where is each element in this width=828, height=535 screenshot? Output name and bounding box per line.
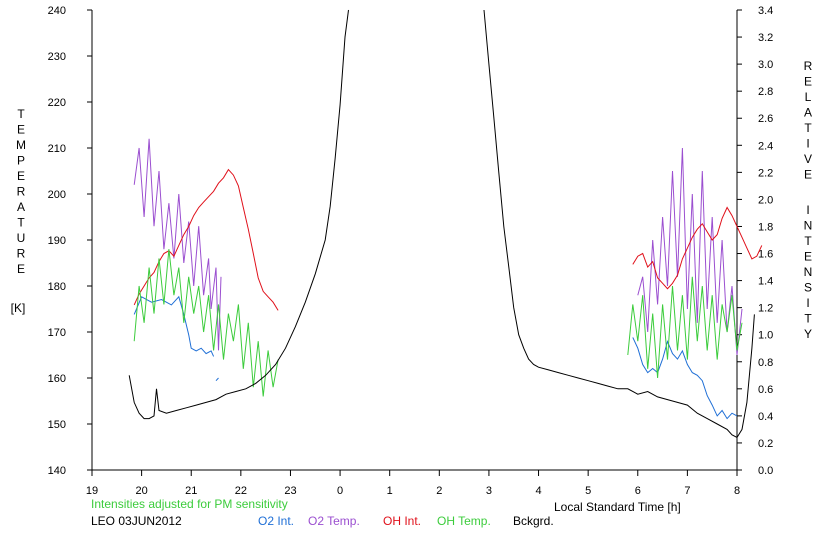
right-tick-label: 1.6 [758, 249, 773, 261]
left-tick-label: 180 [48, 281, 66, 293]
bottom-tick-label: 21 [185, 485, 197, 497]
right-tick-label: 1.8 [758, 221, 773, 233]
y2-axis-label-letter: I [806, 203, 809, 217]
bottom-tick-label: 19 [86, 485, 98, 497]
y-axis-label-letter: U [17, 231, 26, 245]
bottom-tick-label: 22 [235, 485, 247, 497]
series-layer [128, 9, 763, 439]
right-tick-label: 0.4 [758, 411, 773, 423]
right-tick-label: 1.2 [758, 303, 773, 315]
y-axis-label-letter: E [17, 169, 25, 183]
right-tick-label: 1.0 [758, 330, 773, 342]
bottom-tick-label: 3 [486, 485, 492, 497]
y2-axis-label-letter: V [804, 152, 812, 166]
left-tick-label: 150 [48, 419, 66, 431]
o2-temp-series-line [133, 138, 222, 351]
y2-axis-label-letter: N [804, 265, 813, 279]
y2-axis-label-letter: E [804, 168, 812, 182]
right-tick-label: 0.0 [758, 465, 773, 477]
y-axis-label-letter: M [16, 138, 26, 152]
y2-axis-label-letter: L [805, 90, 812, 104]
legend-entry: O2 Int. [258, 514, 294, 528]
y2-axis-label-letter: E [804, 75, 812, 89]
bckgrd-series-line [483, 9, 755, 439]
bckgrd-series-line [128, 9, 349, 420]
bottom-tick-label: 23 [284, 485, 296, 497]
bottom-tick-label: 20 [135, 485, 147, 497]
right-tick-label: 3.4 [758, 5, 773, 17]
right-tick-label: 2.4 [758, 140, 773, 152]
y2-axis-label-letter: I [806, 137, 809, 151]
right-tick-label: 3.2 [758, 32, 773, 44]
note-label: Intensities adjusted for PM sensitivity [91, 497, 288, 511]
o2-int-series-line [632, 337, 738, 420]
y2-axis-label-letter: S [804, 281, 812, 295]
y-axis-label-letter: P [17, 154, 25, 168]
y-axis-label-letter: R [17, 247, 26, 261]
left-tick-label: 190 [48, 235, 66, 247]
right-tick-label: 1.4 [758, 276, 773, 288]
y2-axis-label-letter: T [804, 312, 812, 326]
legend-entry: OH Int. [383, 514, 421, 528]
left-tick-label: 200 [48, 189, 66, 201]
right-tick-label: 0.8 [758, 357, 773, 369]
y2-axis-label-letter: R [804, 59, 813, 73]
y-axis-label-letter: T [17, 107, 25, 121]
right-ticks: 0.0 0.2 0.4 0.6 0.8 1.0 1.2 1.4 1.6 1.8 2.0 2.2 2.4 2… [737, 5, 773, 477]
left-tick-label: 140 [48, 465, 66, 477]
y2-axis-label-letter: T [804, 234, 812, 248]
o2-int-series-line [215, 377, 219, 382]
left-tick-label: 230 [48, 51, 66, 63]
right-tick-label: 2.8 [758, 86, 773, 98]
oh-temp-series-line [133, 249, 279, 397]
o2-temp-series-line [637, 147, 743, 356]
bottom-tick-label: 5 [585, 485, 591, 497]
right-tick-label: 0.2 [758, 438, 773, 450]
right-tick-label: 0.6 [758, 384, 773, 396]
bottom-tick-label: 1 [387, 485, 393, 497]
legend-entry: Bckgrd. [513, 514, 554, 528]
left-tick-label: 220 [48, 97, 66, 109]
left-ticks: 140 150 160 170 180 190 200 210 220 230 240 [48, 5, 92, 477]
y-axis-label-letter: R [17, 185, 26, 199]
right-tick-label: 2.0 [758, 194, 773, 206]
y-axis-label-letter: A [17, 200, 25, 214]
y2-axis-label-letter: Y [804, 327, 812, 341]
y2-axis-label-letter: N [804, 219, 813, 233]
oh-temp-series-line [627, 276, 743, 379]
right-tick-label: 3.0 [758, 59, 773, 71]
y-axis-label-letter: T [17, 216, 25, 230]
plot-frame [91, 10, 738, 471]
bottom-tick-label: 6 [635, 485, 641, 497]
left-tick-label: 170 [48, 327, 66, 339]
y2-axis-label-letter: A [804, 106, 812, 120]
left-tick-label: 160 [48, 373, 66, 385]
y-axis-label-letter: E [17, 123, 25, 137]
left-tick-label: 240 [48, 5, 66, 17]
right-tick-label: 2.2 [758, 167, 773, 179]
y2-axis-label-letter: I [806, 296, 809, 310]
y2-axis-label-letter: E [804, 250, 812, 264]
legend-entry: O2 Temp. [308, 514, 360, 528]
y2-axis-label-letter: T [804, 121, 812, 135]
left-tick-label: 210 [48, 143, 66, 155]
y-axis-label-letter: E [17, 262, 25, 276]
x-axis-label: Local Standard Time [h] [554, 500, 681, 514]
right-tick-label: 2.6 [758, 113, 773, 125]
station-date-label: LEO 03JUN2012 [91, 514, 182, 528]
y-axis-unit: [K] [11, 301, 26, 315]
bottom-tick-label: 2 [436, 485, 442, 497]
legend-entry: OH Temp. [437, 514, 491, 528]
oh-int-series-line [632, 206, 763, 290]
bottom-tick-label: 7 [684, 485, 690, 497]
bottom-tick-label: 0 [337, 485, 343, 497]
bottom-ticks: 19 20 21 22 23 0 1 2 3 4 5 6 7 8 [86, 470, 740, 497]
legend: O2 Int. O2 Temp. OH Int. OH Temp. Bckgrd. [258, 514, 554, 528]
bottom-tick-label: 8 [734, 485, 740, 497]
bottom-tick-label: 4 [535, 485, 541, 497]
